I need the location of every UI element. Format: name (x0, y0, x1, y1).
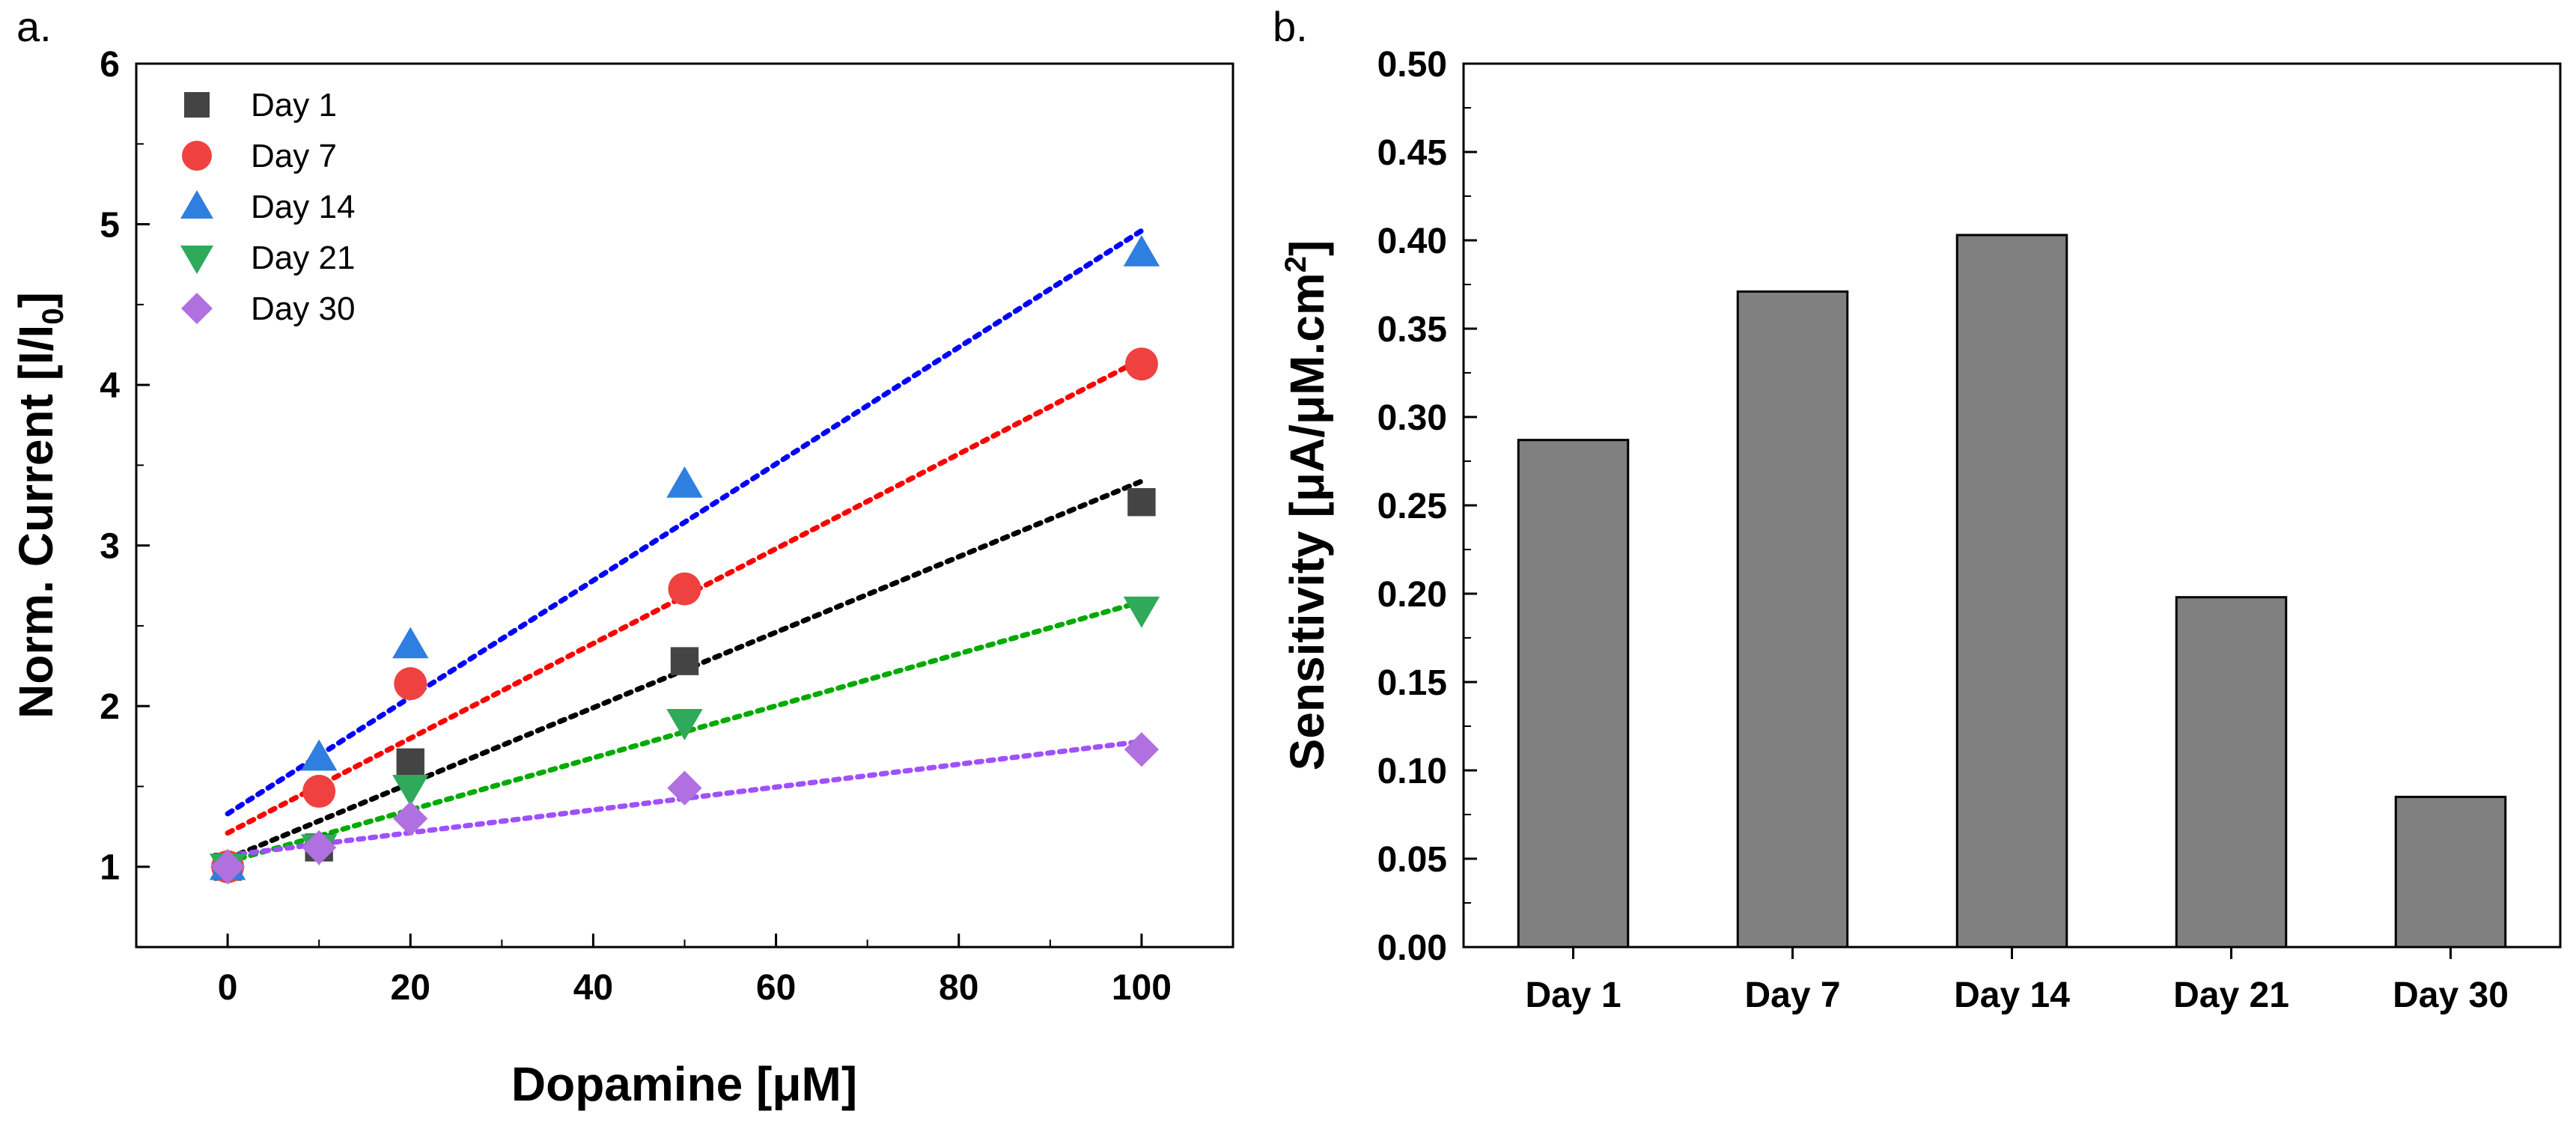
x-tick-label: 20 (391, 968, 430, 1008)
y-axis-title: Norm. Current [I/I0] (9, 292, 70, 719)
y-axis-title-main: Sensitivity [μA/μM.cm (1280, 273, 1334, 770)
data-point (302, 774, 336, 808)
y-axis-title-superscript: 2 (1279, 256, 1312, 273)
x-tick-label: Day 14 (1954, 976, 2070, 1015)
y-tick-label: 1 (100, 848, 120, 888)
x-axis-ticks: 0 20 40 60 80 100 (218, 934, 1234, 1008)
y-tick-label: 4 (100, 366, 120, 406)
data-points (209, 234, 1160, 885)
x-tick-label: Day 21 (2173, 976, 2289, 1015)
panel-a-label: a. (16, 3, 52, 50)
legend-marker (181, 293, 213, 324)
y-axis-title-main: Norm. Current [I/I (9, 325, 63, 719)
data-point (210, 849, 246, 884)
y-axis-ticks: 1 2 3 4 5 6 (100, 45, 150, 948)
x-tick-label: 80 (939, 968, 978, 1008)
x-tick-label: 0 (218, 968, 238, 1008)
legend-label: Day 7 (251, 138, 337, 174)
y-tick-label: 0.10 (1377, 752, 1447, 791)
legend-label: Day 21 (251, 240, 355, 276)
data-point (393, 801, 428, 836)
data-point (396, 748, 424, 776)
data-point (1124, 347, 1158, 381)
x-tick-label: Day 1 (1525, 976, 1621, 1015)
data-point (670, 647, 699, 675)
fit-lines (225, 228, 1145, 865)
bar (2175, 596, 2288, 949)
y-tick-label: 0.25 (1377, 487, 1447, 526)
y-tick-label: 0.05 (1377, 840, 1447, 880)
x-tick-label: 40 (573, 968, 613, 1008)
bar-chart: 0.00 0.05 0.10 0.15 0.20 0.25 0.30 0.35 0.40 0.45… (1279, 45, 2562, 1015)
data-point (392, 627, 429, 659)
y-tick-label: 0.20 (1377, 575, 1447, 615)
y-tick-label: 0.45 (1377, 133, 1447, 173)
y-tick-label: 3 (100, 527, 120, 567)
data-point (394, 667, 427, 701)
y-tick-label: 2 (100, 687, 120, 727)
data-point (392, 775, 429, 806)
bars (1517, 234, 2507, 949)
legend-label: Day 14 (251, 189, 355, 225)
legend-marker (182, 141, 212, 171)
legend-marker (180, 190, 213, 219)
x-tick-label: 60 (756, 968, 796, 1008)
data-point (666, 466, 703, 498)
x-axis-title: Dopamine [μM] (511, 1057, 857, 1111)
data-point (666, 709, 703, 740)
x-axis-ticks: Day 1 Day 7 Day 14 Day 21 Day 30 (1525, 947, 2509, 1015)
panel-b-label: b. (1273, 3, 1308, 50)
y-tick-label: 6 (100, 45, 120, 85)
bar (1736, 290, 1849, 949)
legend: Day 1 Day 7 Day 14 Day 21 Day 30 (180, 87, 355, 327)
legend-marker (184, 92, 210, 118)
data-point (300, 739, 338, 771)
data-point (1127, 488, 1156, 517)
legend-label: Day 1 (251, 87, 337, 124)
data-point (667, 770, 702, 806)
data-point (1124, 732, 1160, 767)
y-tick-label: 5 (100, 206, 120, 246)
fit-line (225, 599, 1145, 865)
y-tick-label: 0.00 (1377, 928, 1447, 968)
data-point (1123, 234, 1160, 267)
x-tick-label: 100 (1112, 968, 1172, 1008)
data-point (302, 830, 337, 865)
y-tick-label: 0.50 (1377, 45, 1447, 85)
y-tick-label: 0.30 (1377, 398, 1447, 438)
y-axis-ticks: 0.00 0.05 0.10 0.15 0.20 0.25 0.30 0.35 0.40 0.45… (1377, 45, 1477, 968)
bar (1517, 439, 1630, 949)
y-axis-title: Sensitivity [μA/μM.cm2] (1279, 240, 1334, 771)
y-tick-label: 0.40 (1377, 222, 1447, 261)
y-tick-label: 0.35 (1377, 310, 1447, 350)
y-axis-title-end: ] (9, 292, 63, 308)
legend-label: Day 30 (251, 290, 355, 327)
bar (1955, 234, 2068, 949)
legend-marker (180, 246, 213, 274)
x-tick-label: Day 30 (2393, 976, 2509, 1015)
x-tick-label: Day 7 (1744, 976, 1840, 1015)
data-point (668, 572, 701, 606)
data-point (1123, 596, 1160, 628)
y-axis-title-end: ] (1280, 240, 1334, 256)
y-axis-title-subscript: 0 (37, 308, 70, 324)
bar (2394, 795, 2507, 949)
y-tick-label: 0.15 (1377, 663, 1447, 703)
fit-line (225, 228, 1145, 817)
